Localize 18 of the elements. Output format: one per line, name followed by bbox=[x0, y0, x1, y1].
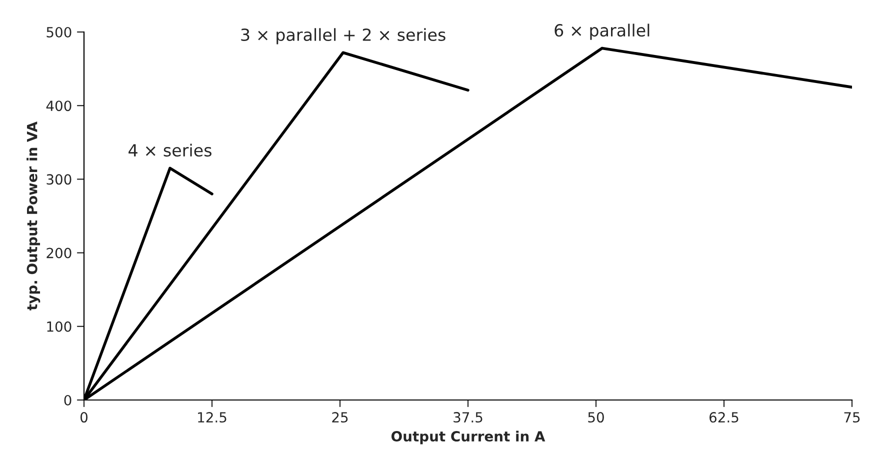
y-tick-label: 200 bbox=[46, 248, 72, 258]
y-tick-label: 300 bbox=[46, 174, 72, 185]
y-tick-label: 400 bbox=[46, 100, 72, 112]
y-tick-label: 500 bbox=[46, 26, 72, 38]
y-axis-title: typ. Output Power in VA bbox=[26, 122, 40, 310]
y-tick-label: 100 bbox=[47, 321, 72, 332]
x-tick-label: 62.5 bbox=[710, 412, 738, 423]
series-label: 4 × series bbox=[128, 144, 212, 157]
x-tick-label: 37.5 bbox=[454, 412, 482, 423]
x-tick-label: 75 bbox=[844, 412, 860, 423]
x-axis-title: Output Current in A bbox=[391, 430, 546, 444]
x-tick-label: 12.5 bbox=[198, 412, 226, 423]
series-label: 6 × parallel bbox=[554, 24, 650, 40]
series-label: 3 × parallel + 2 × series bbox=[241, 28, 446, 44]
x-tick-label: 50 bbox=[588, 412, 604, 423]
y-tick-label: 0 bbox=[64, 394, 72, 406]
x-tick-label: 25 bbox=[332, 412, 348, 423]
x-tick-label: 0 bbox=[80, 412, 88, 423]
